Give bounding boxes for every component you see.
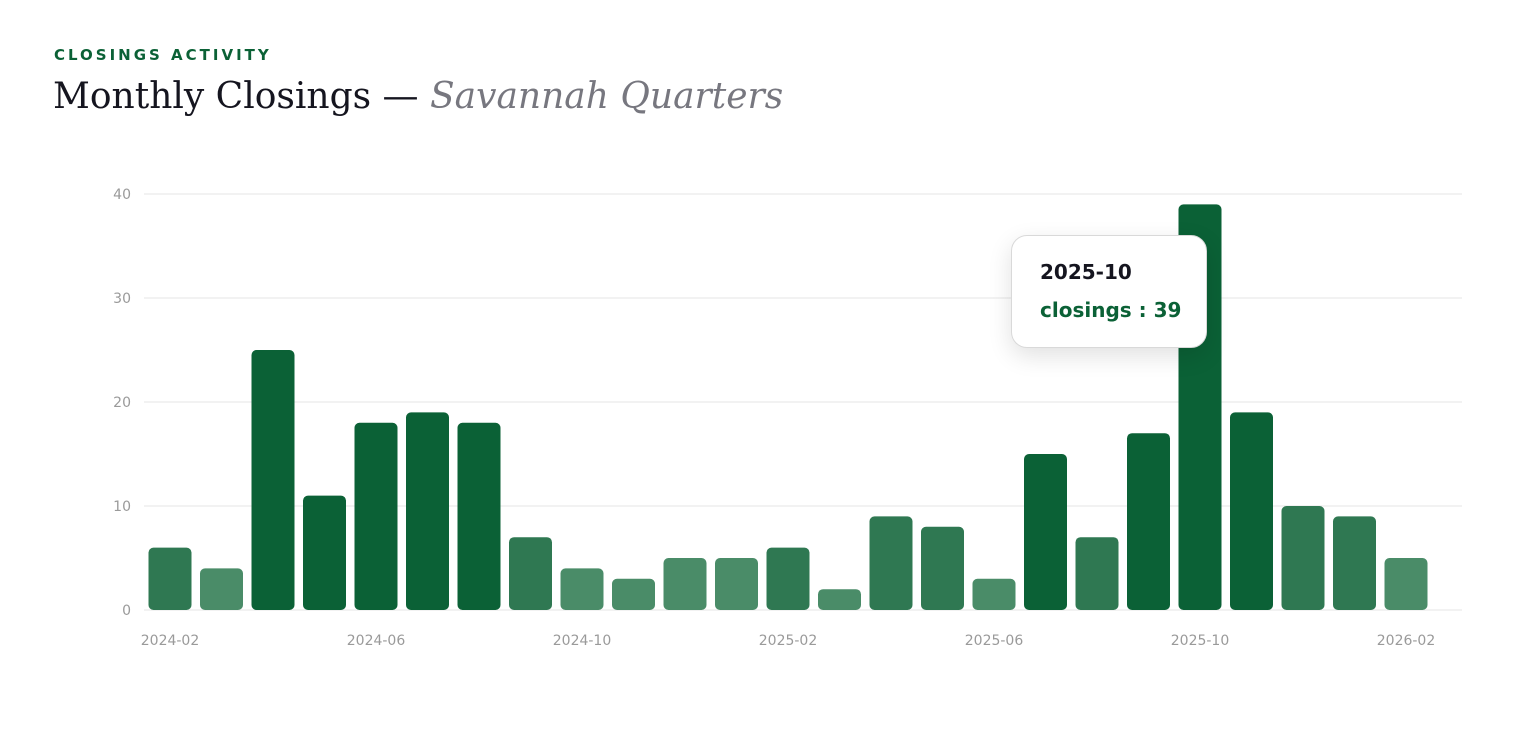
tooltip-number: 39 — [1153, 298, 1182, 322]
x-axis: 2024-02 2024-06 2024-10 2025-02 2025-06 2025-… — [141, 633, 1436, 649]
bar-2025-12[interactable] — [1281, 506, 1325, 610]
bar-2024-06[interactable] — [354, 422, 398, 610]
tooltip-label: 2025-10 — [1040, 260, 1132, 284]
bar-2026-02[interactable] — [1384, 558, 1428, 610]
bar-2025-08[interactable] — [1075, 537, 1119, 610]
bar-2024-08[interactable] — [457, 422, 501, 610]
bar-2024-11[interactable] — [612, 578, 655, 610]
chart-title: Monthly Closings — Savannah Quarters — [53, 76, 783, 117]
bar-2024-03[interactable] — [200, 568, 243, 610]
y-tick-label-40: 40 — [113, 187, 131, 203]
bar-2024-04[interactable] — [251, 350, 295, 610]
bar-2024-10[interactable] — [560, 568, 604, 610]
title-main: Monthly Closings — [53, 76, 372, 117]
bars — [148, 204, 1428, 610]
bar-2024-07[interactable] — [406, 412, 449, 610]
y-tick-label-10: 10 — [113, 499, 131, 515]
title-subtitle: Savannah Quarters — [429, 76, 784, 117]
chart-tooltip: 2025-10 closings : 39 — [1011, 235, 1207, 348]
x-tick-label-2025-02: 2025-02 — [759, 633, 818, 649]
x-tick-label-2024-02: 2024-02 — [141, 633, 200, 649]
bar-2025-04[interactable] — [869, 516, 913, 610]
y-axis: 0 10 20 30 40 — [113, 187, 131, 619]
bar-2025-06[interactable] — [972, 578, 1016, 610]
bar-2025-02[interactable] — [766, 547, 810, 610]
bar-2024-02[interactable] — [148, 547, 192, 610]
tooltip-series: closings — [1040, 298, 1132, 322]
y-tick-label-0: 0 — [122, 603, 131, 619]
x-tick-label-2024-06: 2024-06 — [347, 633, 406, 649]
bar-2026-01[interactable] — [1333, 516, 1376, 610]
y-tick-label-30: 30 — [113, 291, 131, 307]
bar-2025-09[interactable] — [1127, 433, 1170, 610]
y-tick-label-20: 20 — [113, 395, 131, 411]
x-tick-label-2026-02: 2026-02 — [1377, 633, 1436, 649]
bar-2025-03[interactable] — [818, 589, 861, 610]
bar-2024-09[interactable] — [509, 537, 552, 610]
bar-2024-05[interactable] — [303, 495, 346, 610]
bar-2025-07[interactable] — [1024, 454, 1067, 610]
bar-2025-05[interactable] — [921, 526, 964, 610]
bar-2025-11[interactable] — [1230, 412, 1273, 610]
x-tick-label-2024-10: 2024-10 — [553, 633, 612, 649]
chart-eyebrow: CLOSINGS ACTIVITY — [54, 46, 272, 64]
x-tick-label-2025-06: 2025-06 — [965, 633, 1024, 649]
x-tick-label-2025-10: 2025-10 — [1171, 633, 1230, 649]
tooltip-value: closings : 39 — [1040, 298, 1182, 322]
title-separator: — — [371, 76, 430, 117]
bar-2024-12[interactable] — [663, 558, 707, 610]
bar-2025-01[interactable] — [715, 558, 758, 610]
